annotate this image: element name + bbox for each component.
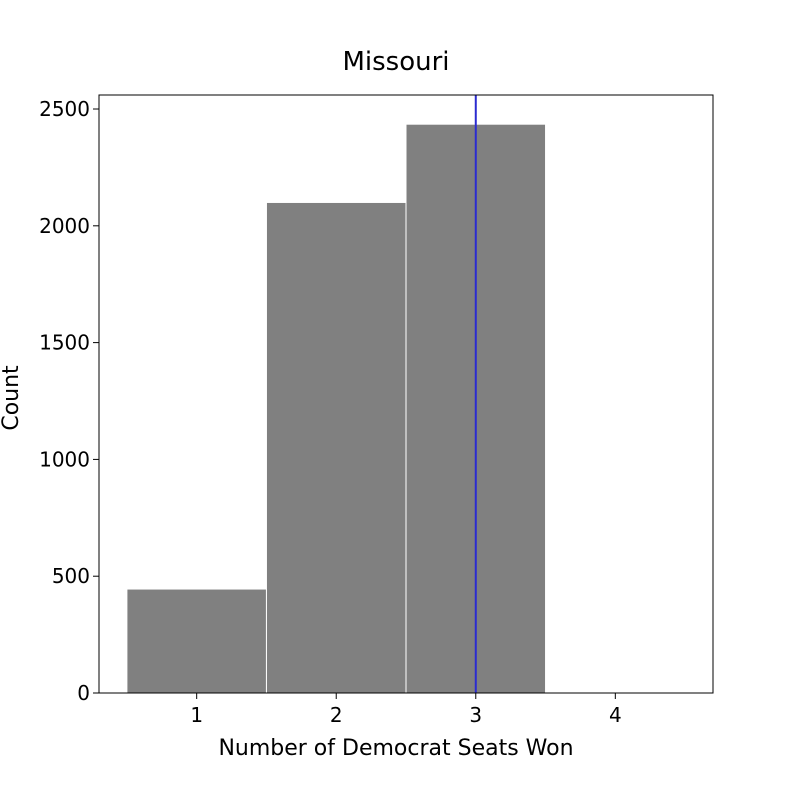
- y-tick-label: 1000: [39, 447, 90, 471]
- bars-group: [126, 123, 547, 694]
- y-axis-ticks: 0 500 1000 1500 2000 2500: [39, 97, 99, 705]
- chart-title: Missouri: [342, 47, 449, 77]
- y-tick-label: 500: [52, 564, 90, 588]
- bar-2: [265, 201, 407, 694]
- y-axis-label: Count: [0, 365, 24, 431]
- y-tick-label: 2000: [39, 214, 90, 238]
- y-tick-label: 1500: [39, 331, 90, 355]
- x-axis-ticks: 1 2 3 4: [190, 693, 622, 727]
- y-tick-label: 0: [77, 681, 90, 705]
- bar-1: [126, 588, 267, 694]
- x-tick-label: 1: [190, 703, 203, 727]
- x-tick-label: 3: [469, 703, 482, 727]
- x-axis-label: Number of Democrat Seats Won: [218, 736, 573, 761]
- x-tick-label: 2: [330, 703, 343, 727]
- plot-frame: [98, 94, 714, 694]
- x-tick-label: 4: [609, 703, 622, 727]
- y-tick-label: 2500: [39, 97, 90, 121]
